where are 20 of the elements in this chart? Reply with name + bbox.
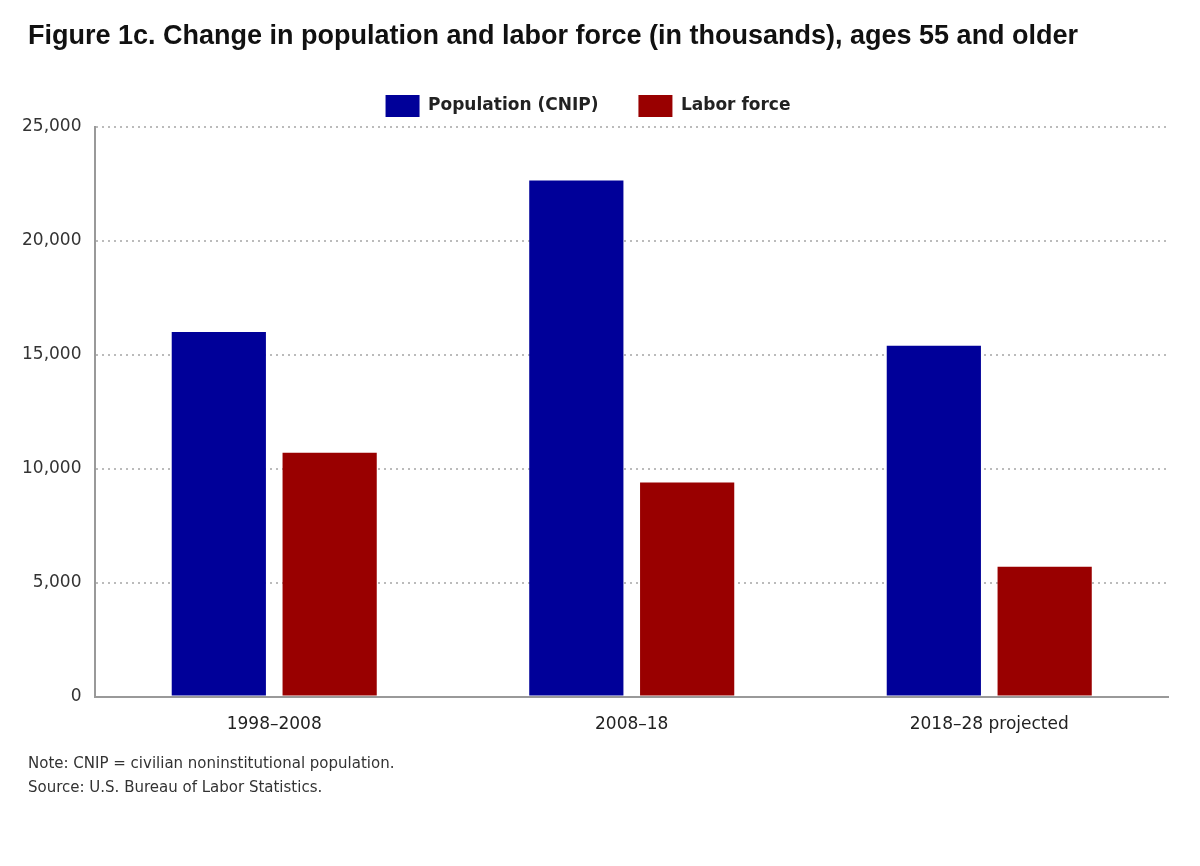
y-tick-label: 5,000 [32, 571, 82, 592]
x-tick-label: 2008–18 [595, 713, 669, 734]
y-tick-label: 0 [70, 685, 82, 706]
bar [529, 180, 624, 696]
x-tick-label: 1998–2008 [226, 713, 322, 734]
y-tick-label: 10,000 [22, 457, 82, 478]
bar [171, 332, 266, 696]
x-tick-label: 2018–28 projected [909, 713, 1069, 734]
bar [640, 482, 735, 696]
y-tick-label: 15,000 [22, 343, 82, 364]
chart-title: Figure 1c. Change in population and labor force (in thousands), ages 55 and older [28, 20, 1080, 51]
text: Note: CNIP = civilian noninstitutional population. [28, 753, 396, 774]
y-tick-label: 20,000 [22, 229, 82, 250]
legend-label: Population (CNIP) [428, 94, 599, 115]
y-tick-label: 25,000 [22, 115, 82, 136]
legend-label: Labor force [680, 94, 791, 115]
bar [282, 452, 377, 696]
bar [886, 345, 981, 696]
source-note: Source: U.S. Bureau of Labor Statistics. [28, 777, 324, 798]
bar [997, 566, 1092, 696]
